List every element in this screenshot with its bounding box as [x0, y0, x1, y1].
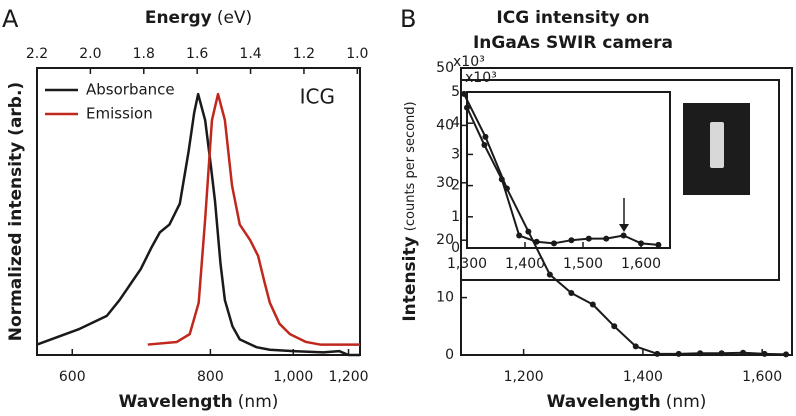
x2-tick-label: 1.6 [186, 46, 208, 62]
data-point [603, 235, 610, 242]
data-point [761, 350, 768, 357]
x2-axis-label: Energy (eV) [145, 8, 252, 29]
data-point [568, 237, 575, 244]
y-axis-label: Intensity (counts per second) [400, 101, 421, 321]
y-multiplier: x10³ [465, 70, 497, 86]
data-point [589, 301, 596, 308]
plot-frame [36, 67, 361, 356]
data-point [655, 241, 662, 248]
y-axis-label: Normalized intensity (arb.) [6, 82, 26, 341]
y-tick-label: 0 [451, 240, 460, 256]
x2-tick-label: 1.4 [239, 46, 261, 62]
chart-title: ICG intensity on [496, 8, 649, 28]
y-tick-label: 5 [451, 84, 460, 100]
y-tick-label: 50 [436, 60, 454, 76]
data-point [525, 228, 532, 235]
series-line [147, 92, 360, 346]
x-tick-label: 800 [197, 369, 224, 385]
x2-tick-label: 1.0 [346, 46, 368, 62]
series-line [466, 107, 659, 246]
x-axis-label-part: Wavelength [119, 392, 233, 412]
x2-tick-label: 1.2 [293, 46, 315, 62]
y-tick-label: 3 [451, 146, 460, 162]
y-tick-label: 10 [436, 290, 454, 306]
x-axis-label: Wavelength (nm) [119, 392, 279, 413]
x-tick-label: 1,400 [505, 256, 545, 272]
data-point [783, 351, 790, 358]
chart-title: InGaAs SWIR camera [473, 33, 673, 53]
data-point [498, 176, 505, 183]
x-axis-label-part: Wavelength [547, 392, 661, 412]
x-tick-label: 1,200 [328, 369, 368, 385]
data-point [620, 232, 627, 239]
data-point [460, 90, 467, 97]
data-point [585, 235, 592, 242]
x-tick-label: 1,300 [447, 256, 487, 272]
data-point [675, 350, 682, 357]
data-point [740, 349, 747, 356]
annotation: ICG [300, 85, 335, 109]
data-point [697, 350, 704, 357]
x-tick-label: 600 [59, 369, 86, 385]
x2-axis-label-part: (eV) [217, 8, 252, 28]
legend-label: Absorbance [86, 81, 175, 99]
x2-tick-label: 2.2 [26, 46, 48, 62]
data-point [516, 232, 523, 239]
x-tick-label: 1,400 [623, 369, 663, 385]
inset-arrow-head [619, 224, 629, 232]
y-tick-label: 40 [436, 117, 454, 133]
y-tick-label: 0 [445, 347, 454, 363]
y-tick-label: 4 [451, 115, 460, 131]
x-axis-label-part: (nm) [666, 392, 707, 412]
y-tick-label: 2 [451, 178, 460, 194]
x-tick-label: 1,200 [504, 369, 544, 385]
plot-frame [466, 91, 671, 249]
data-point [718, 350, 725, 357]
data-point [638, 240, 644, 247]
data-point [482, 133, 489, 140]
data-point [481, 142, 488, 149]
y-tick-label: 30 [436, 175, 454, 191]
x-tick-label: 1,600 [621, 256, 661, 272]
series-line [463, 93, 787, 356]
data-point [551, 240, 557, 247]
legend-label: Emission [86, 105, 153, 123]
x2-tick-label: 2.0 [79, 46, 101, 62]
panel-label: B [400, 5, 416, 33]
data-point [533, 238, 540, 245]
x-axis-label-part: (nm) [238, 392, 279, 412]
x2-tick-label: 1.8 [133, 46, 155, 62]
x-tick-label: 1,600 [742, 369, 782, 385]
photo-sample [710, 122, 724, 168]
y-axis-label-part: (counts per second) [403, 101, 418, 231]
y-tick-label: 1 [451, 209, 460, 225]
data-point [546, 271, 553, 278]
y-axis-label-part: Normalized intensity (arb.) [6, 82, 26, 341]
x-tick-label: 1,000 [273, 369, 313, 385]
plot-frame [460, 67, 793, 356]
data-point [464, 104, 470, 111]
data-point [611, 323, 618, 330]
x2-axis-label-part: Energy [145, 8, 212, 28]
panel-label: A [2, 5, 19, 33]
y-multiplier: x10³ [453, 54, 485, 70]
data-point [632, 343, 639, 350]
data-point [654, 350, 661, 357]
x-tick-label: 1,500 [563, 256, 603, 272]
x-axis-label: Wavelength (nm) [547, 392, 707, 413]
data-point [568, 290, 575, 297]
y-axis-label-part: Intensity [400, 236, 420, 321]
y-tick-label: 20 [436, 232, 454, 248]
series-line [36, 92, 360, 357]
